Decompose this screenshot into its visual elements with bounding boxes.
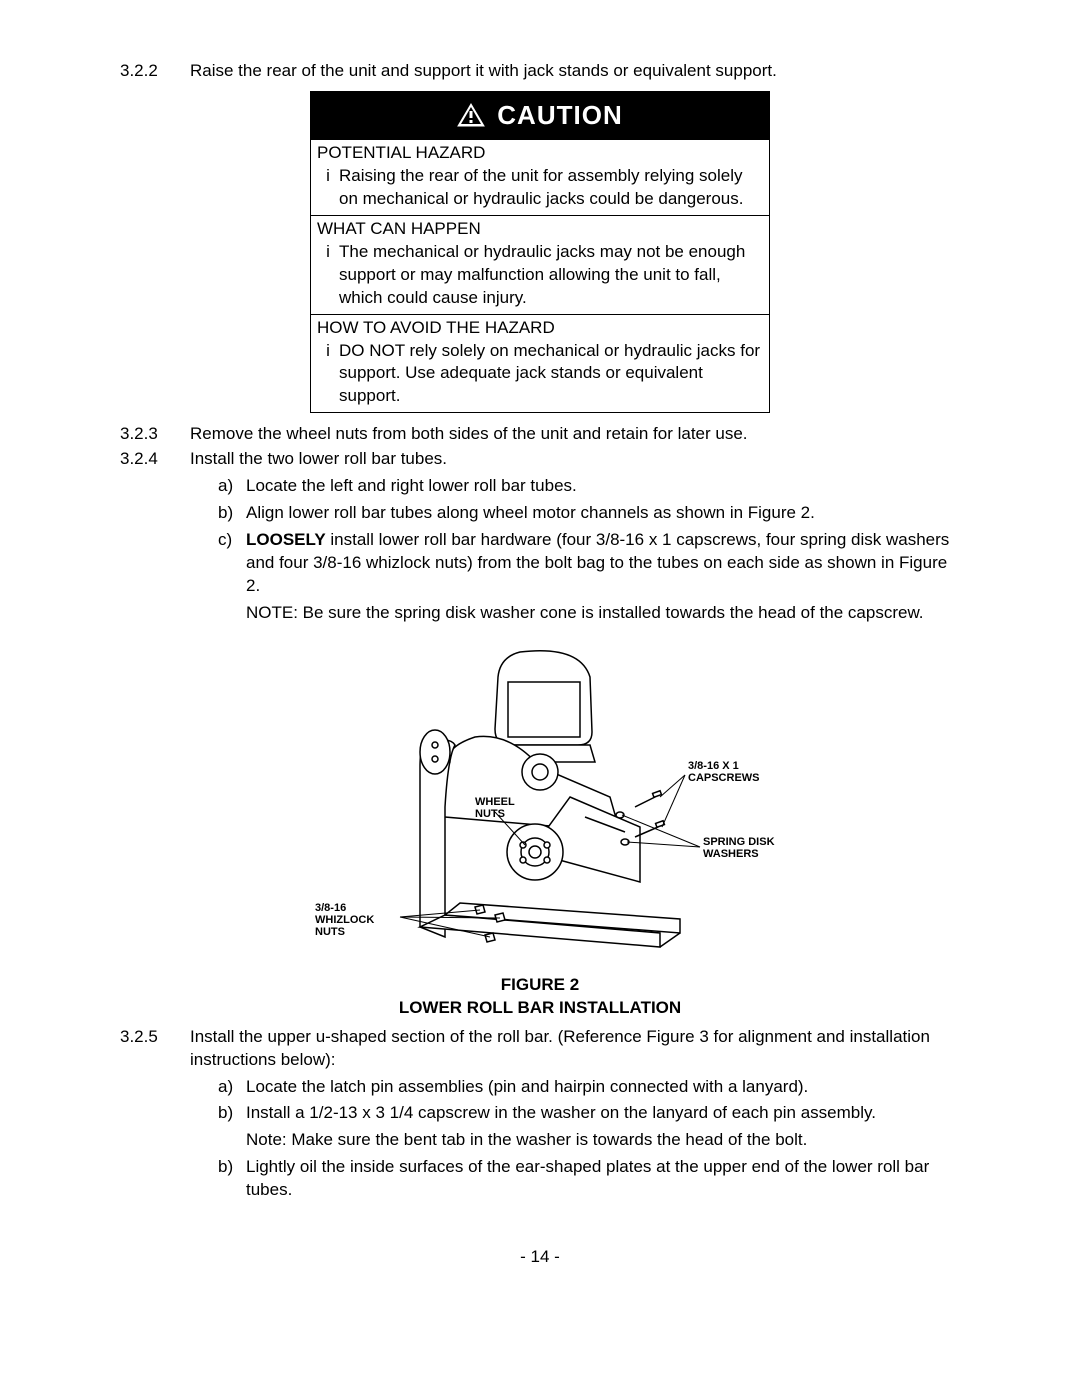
warning-icon <box>457 103 485 127</box>
bullet-mark: i <box>317 165 339 211</box>
bullet-mark: i <box>317 241 339 310</box>
svg-text:WHIZLOCK: WHIZLOCK <box>315 914 374 926</box>
sub-marker: b) <box>218 1156 246 1202</box>
sub-item-a: a) Locate the latch pin assemblies (pin … <box>190 1076 960 1099</box>
caution-row-title: POTENTIAL HAZARD <box>317 142 763 165</box>
step-322: 3.2.2 Raise the rear of the unit and sup… <box>120 60 960 83</box>
caution-how-to-avoid: HOW TO AVOID THE HAZARD i DO NOT rely so… <box>311 314 769 413</box>
sub-marker: b) <box>218 502 246 525</box>
sub-item-c: c) LOOSELY install lower roll bar hardwa… <box>190 529 960 598</box>
step-text: Install the two lower roll bar tubes. <box>190 448 960 471</box>
sub-text: Locate the latch pin assemblies (pin and… <box>246 1076 960 1099</box>
sub-marker: c) <box>218 529 246 598</box>
step-text: Install the upper u-shaped section of th… <box>190 1026 960 1072</box>
step-number: 3.2.5 <box>120 1026 190 1207</box>
svg-text:WASHERS: WASHERS <box>703 848 759 860</box>
step-325: 3.2.5 Install the upper u-shaped section… <box>120 1026 960 1207</box>
caution-box: CAUTION POTENTIAL HAZARD i Raising the r… <box>310 91 770 413</box>
caution-title: CAUTION <box>497 98 622 133</box>
figure-2: 3/8-16 X 1 CAPSCREWS SPRING DISK WASHERS… <box>120 637 960 1020</box>
bullet-text: DO NOT rely solely on mechanical or hydr… <box>339 340 763 409</box>
step-324: 3.2.4 Install the two lower roll bar tub… <box>120 448 960 629</box>
callout-whizlock-nuts: 3/8-16 <box>315 902 346 914</box>
sub-text: LOOSELY install lower roll bar hardware … <box>246 529 960 598</box>
caution-row-title: HOW TO AVOID THE HAZARD <box>317 317 763 340</box>
caution-potential-hazard: POTENTIAL HAZARD i Raising the rear of t… <box>311 139 769 215</box>
caution-what-can-happen: WHAT CAN HAPPEN i The mechanical or hydr… <box>311 215 769 314</box>
callout-capscrews: 3/8-16 X 1 <box>688 760 739 772</box>
note-text: NOTE: Be sure the spring disk washer con… <box>190 602 960 625</box>
caution-header: CAUTION <box>311 92 769 139</box>
sub-item-b: b) Install a 1/2-13 x 3 1/4 capscrew in … <box>190 1102 960 1125</box>
svg-text:NUTS: NUTS <box>315 926 345 938</box>
step-number: 3.2.2 <box>120 60 190 83</box>
step-text: Remove the wheel nuts from both sides of… <box>190 423 960 446</box>
sub-item-b: b) Align lower roll bar tubes along whee… <box>190 502 960 525</box>
sub-marker: a) <box>218 475 246 498</box>
bullet-text: The mechanical or hydraulic jacks may no… <box>339 241 763 310</box>
figure-caption-1: FIGURE 2 <box>120 974 960 997</box>
bullet-mark: i <box>317 340 339 409</box>
step-number: 3.2.4 <box>120 448 190 629</box>
figure-2-diagram: 3/8-16 X 1 CAPSCREWS SPRING DISK WASHERS… <box>280 637 800 967</box>
sub-item-a: a) Locate the left and right lower roll … <box>190 475 960 498</box>
bullet-text: Raising the rear of the unit for assembl… <box>339 165 763 211</box>
step-text: Raise the rear of the unit and support i… <box>190 60 960 83</box>
sub-text: Lightly oil the inside surfaces of the e… <box>246 1156 960 1202</box>
sub-item-b2: b) Lightly oil the inside surfaces of th… <box>190 1156 960 1202</box>
note-text: Note: Make sure the bent tab in the wash… <box>190 1129 960 1152</box>
sub-text: Align lower roll bar tubes along wheel m… <box>246 502 960 525</box>
callout-wheel-nuts: WHEEL <box>475 796 515 808</box>
sub-text: Install a 1/2-13 x 3 1/4 capscrew in the… <box>246 1102 960 1125</box>
figure-caption-2: LOWER ROLL BAR INSTALLATION <box>120 997 960 1020</box>
sub-marker: a) <box>218 1076 246 1099</box>
page-number: - 14 - <box>120 1246 960 1269</box>
step-number: 3.2.3 <box>120 423 190 446</box>
callout-spring-washers: SPRING DISK <box>703 836 775 848</box>
sub-text: Locate the left and right lower roll bar… <box>246 475 960 498</box>
step-body: Install the upper u-shaped section of th… <box>190 1026 960 1207</box>
sub-marker: b) <box>218 1102 246 1125</box>
svg-text:NUTS: NUTS <box>475 808 505 820</box>
svg-text:CAPSCREWS: CAPSCREWS <box>688 772 760 784</box>
step-323: 3.2.3 Remove the wheel nuts from both si… <box>120 423 960 446</box>
step-body: Install the two lower roll bar tubes. a)… <box>190 448 960 629</box>
caution-row-title: WHAT CAN HAPPEN <box>317 218 763 241</box>
